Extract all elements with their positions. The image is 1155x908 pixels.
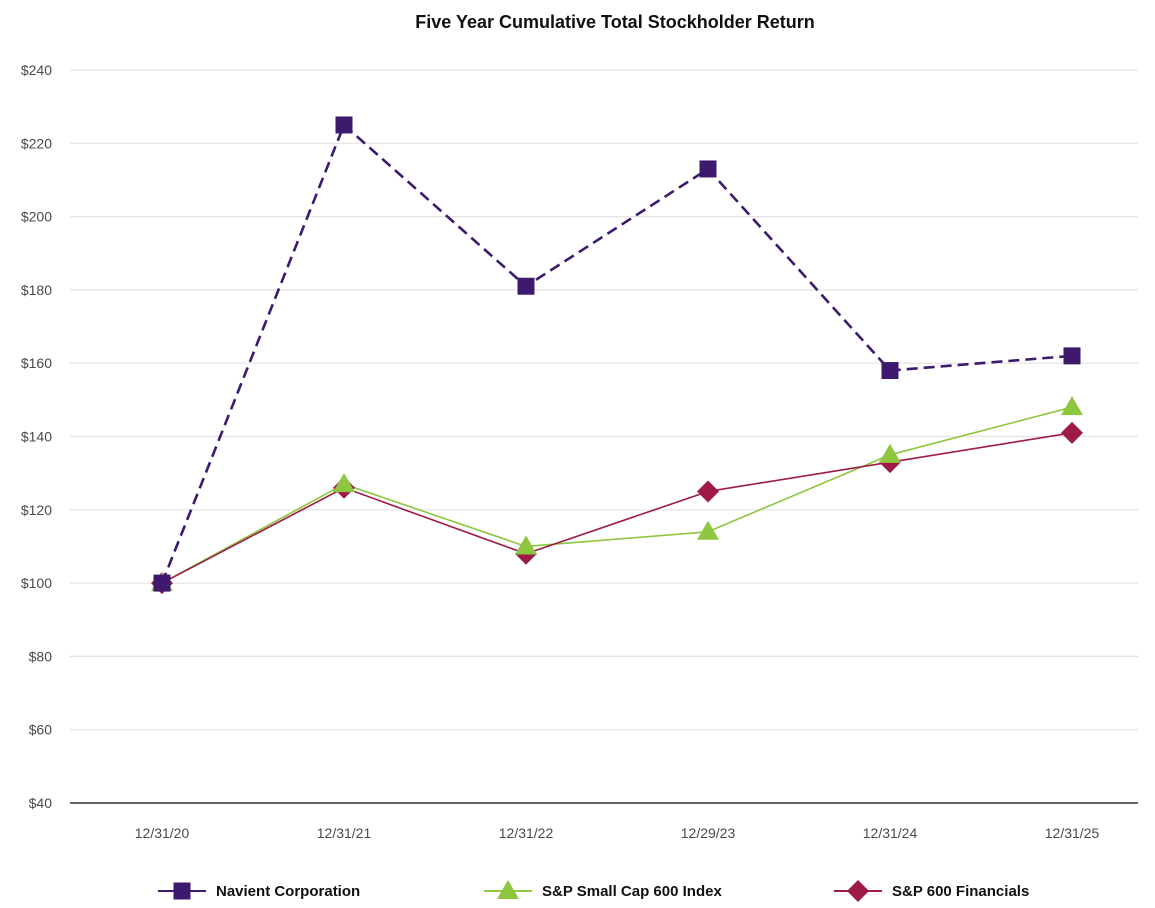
legend-item-navient-corporation: Navient Corporation — [158, 882, 360, 900]
y-tick-label: $160 — [21, 355, 52, 371]
y-tick-label: $240 — [21, 62, 52, 78]
y-tick-label: $40 — [29, 795, 53, 811]
legend: Navient Corporation S&P Small Cap 600 Ind… — [158, 880, 1029, 902]
data-point-sandp-small-cap-600-index — [879, 443, 901, 463]
legend-item-sandp-600-financials: S&P 600 Financials — [834, 880, 1029, 902]
legend-marker-diamond — [847, 880, 869, 902]
data-point-navient-corporation — [335, 116, 353, 134]
legend-label: Navient Corporation — [216, 883, 360, 900]
series-markers — [151, 116, 1083, 595]
y-tick-label: $120 — [21, 502, 52, 518]
legend-marker-square — [173, 882, 191, 900]
grid-lines — [70, 69, 1138, 731]
axes: $40 $60 $80 $100 $120 $140 $160 $180 $200 $220 $24… — [21, 62, 1138, 841]
legend-marker-triangle — [497, 880, 519, 899]
x-tick-label: 12/29/23 — [681, 825, 736, 841]
data-point-sandp-small-cap-600-index — [515, 535, 537, 555]
data-point-navient-corporation — [881, 362, 899, 380]
y-tick-label: $60 — [29, 722, 53, 738]
y-tick-label: $200 — [21, 209, 52, 225]
x-tick-label: 12/31/25 — [1045, 825, 1100, 841]
data-point-navient-corporation — [517, 277, 535, 295]
x-tick-label: 12/31/24 — [863, 825, 918, 841]
chart-title: Five Year Cumulative Total Stockholder R… — [415, 12, 814, 32]
x-tick-label: 12/31/21 — [317, 825, 372, 841]
series-line-sandp-600-financials — [161, 432, 1073, 584]
legend-item-sandp-small-cap-600-index: S&P Small Cap 600 Index — [484, 880, 722, 900]
y-tick-label: $100 — [21, 575, 52, 591]
series-line-navient-corporation — [160, 123, 1073, 584]
series-lines — [160, 123, 1073, 584]
x-tick-label: 12/31/20 — [135, 825, 190, 841]
y-tick-label: $80 — [29, 648, 53, 664]
data-point-sandp-600-financials — [1061, 421, 1083, 444]
y-tick-label: $140 — [21, 429, 52, 445]
data-point-navient-corporation — [1063, 347, 1081, 365]
series-line-sandp-small-cap-600-index — [161, 406, 1073, 584]
data-point-sandp-600-financials — [697, 480, 719, 503]
data-point-navient-corporation — [699, 160, 717, 178]
data-point-sandp-small-cap-600-index — [1061, 396, 1083, 416]
legend-label: S&P Small Cap 600 Index — [542, 883, 722, 900]
y-tick-label: $220 — [21, 135, 52, 151]
x-tick-label: 12/31/22 — [499, 825, 554, 841]
data-point-sandp-small-cap-600-index — [333, 473, 355, 493]
y-tick-label: $180 — [21, 282, 52, 298]
legend-label: S&P 600 Financials — [892, 883, 1029, 900]
data-point-sandp-small-cap-600-index — [697, 520, 719, 540]
data-point-navient-corporation — [153, 574, 171, 592]
